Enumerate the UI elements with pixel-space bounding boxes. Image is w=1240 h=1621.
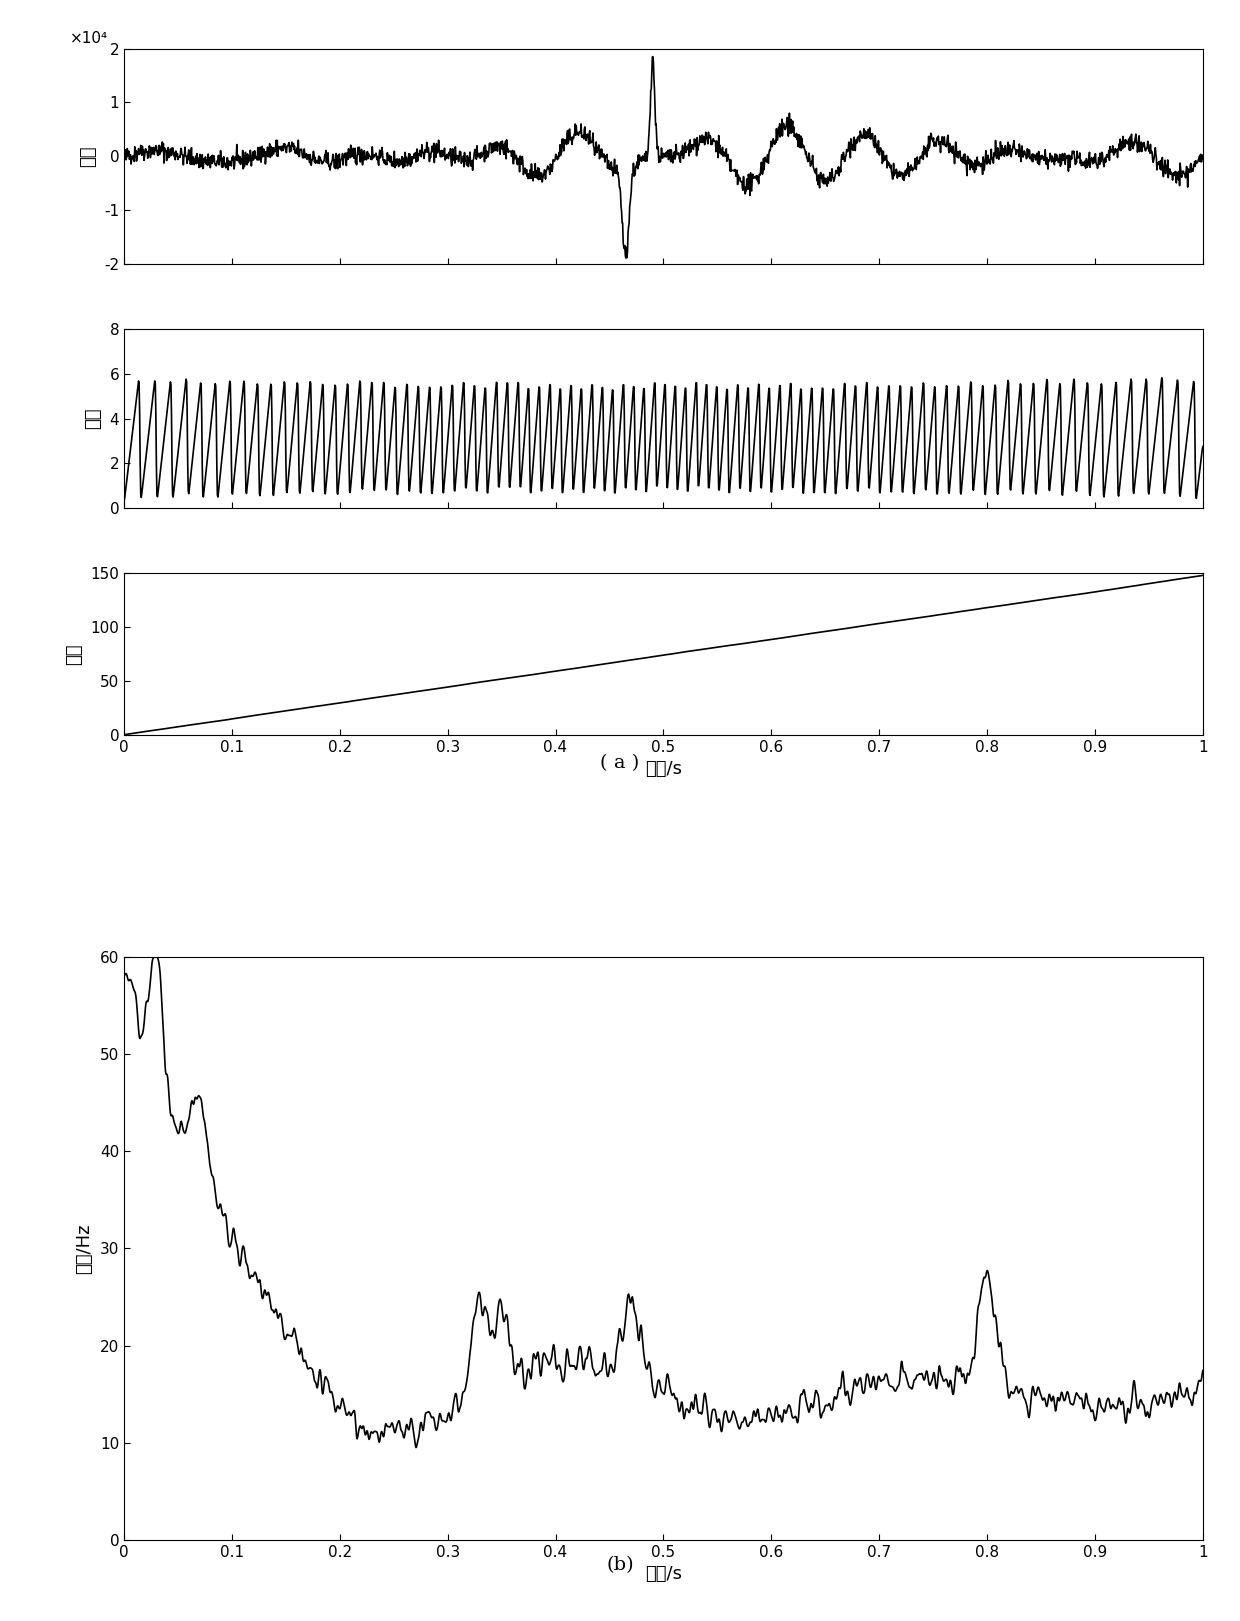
Text: (b): (b) — [606, 1556, 634, 1574]
X-axis label: 时间/s: 时间/s — [645, 760, 682, 778]
Y-axis label: 振幅: 振幅 — [79, 146, 97, 167]
X-axis label: 时间/s: 时间/s — [645, 1566, 682, 1584]
Text: ×10⁴: ×10⁴ — [69, 31, 108, 47]
Y-axis label: 相位: 相位 — [84, 408, 103, 430]
Y-axis label: 频率/Hz: 频率/Hz — [74, 1224, 93, 1274]
Text: ( a ): ( a ) — [600, 754, 640, 772]
Y-axis label: 相位: 相位 — [66, 644, 83, 665]
